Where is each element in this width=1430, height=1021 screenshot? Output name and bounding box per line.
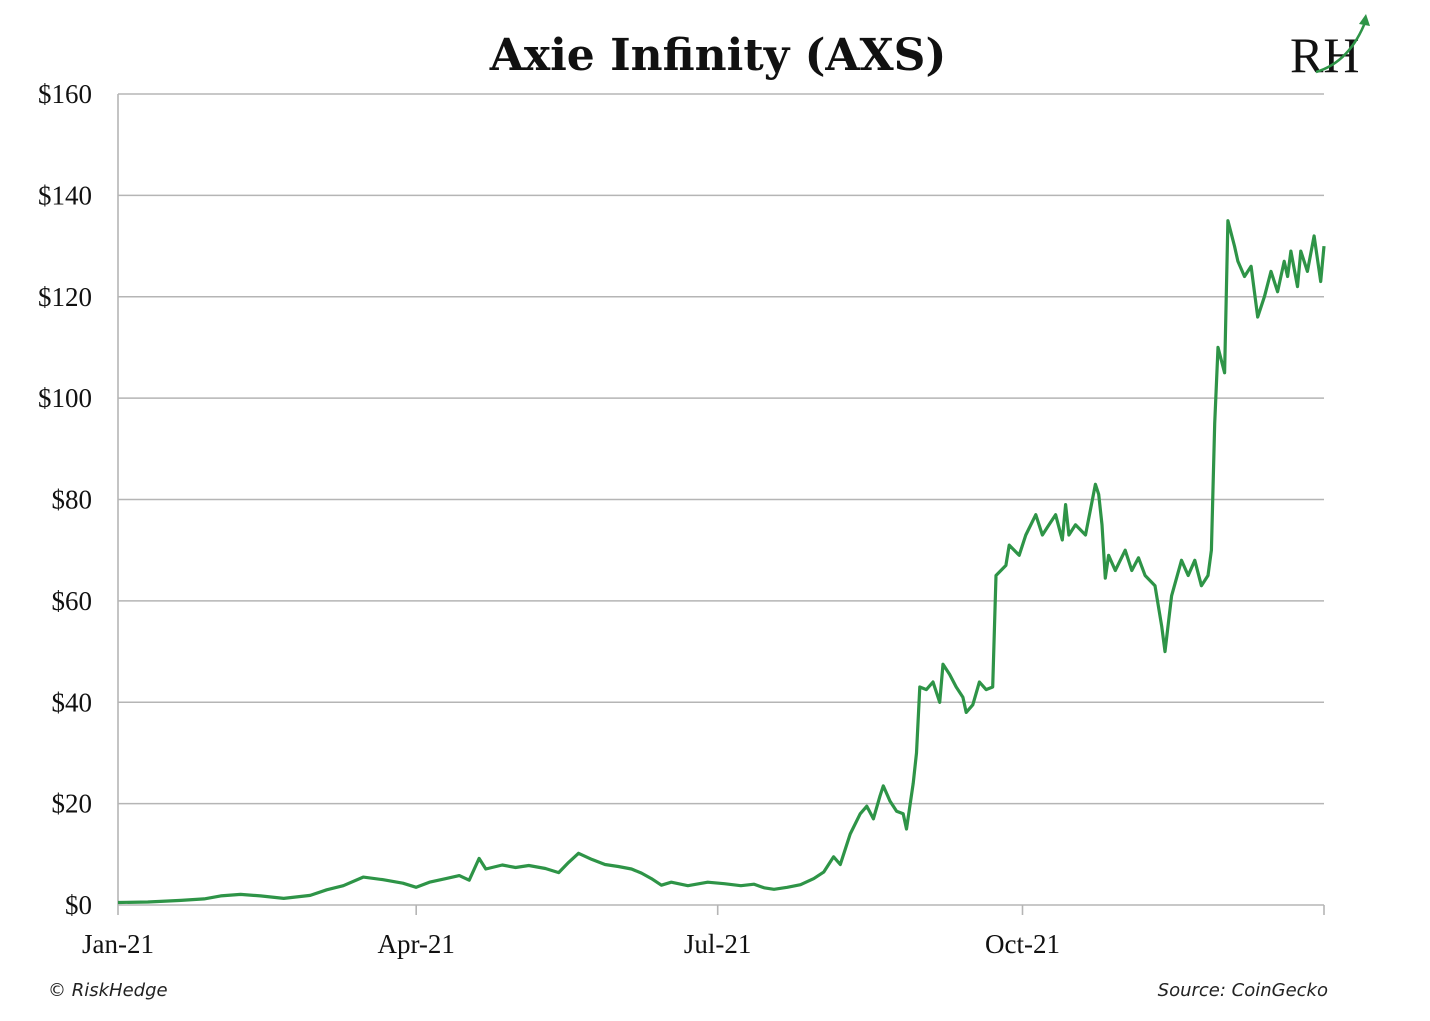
x-tick-label: Oct-21 [985, 929, 1060, 959]
y-tick-label: $140 [38, 180, 92, 210]
source-text: Source: CoinGecko [1158, 980, 1328, 1001]
y-tick-label: $100 [38, 383, 92, 413]
logo: RH [1290, 14, 1370, 83]
axes [117, 94, 1324, 906]
series-layer [117, 219, 1326, 905]
logo-arrow-icon [1315, 19, 1368, 74]
x-tick-label: Apr-21 [377, 929, 454, 959]
copyright-text: © RiskHedge [48, 980, 168, 1001]
y-tick-label: $80 [52, 485, 93, 515]
y-tick-label: $120 [38, 282, 92, 312]
y-tick-label: $40 [52, 687, 93, 717]
x-axis-ticks: Jan-21 Apr-21 Jul-21 Oct-21 [82, 905, 1325, 959]
y-tick-label: $160 [38, 79, 92, 109]
gridlines [118, 93, 1324, 805]
y-axis-ticks: $0 $20 $40 $60 $80 $100 $120 $140 $160 [38, 79, 92, 920]
y-tick-label: $60 [52, 586, 93, 616]
y-tick-label: $0 [65, 890, 92, 920]
logo-text: RH [1290, 27, 1359, 83]
x-tick-label: Jan-21 [82, 929, 154, 959]
chart-title: Axie Infinity (AXS) [489, 30, 947, 81]
x-tick-label: Jul-21 [684, 929, 752, 959]
y-tick-label: $20 [52, 789, 93, 819]
series-line [117, 219, 1326, 905]
